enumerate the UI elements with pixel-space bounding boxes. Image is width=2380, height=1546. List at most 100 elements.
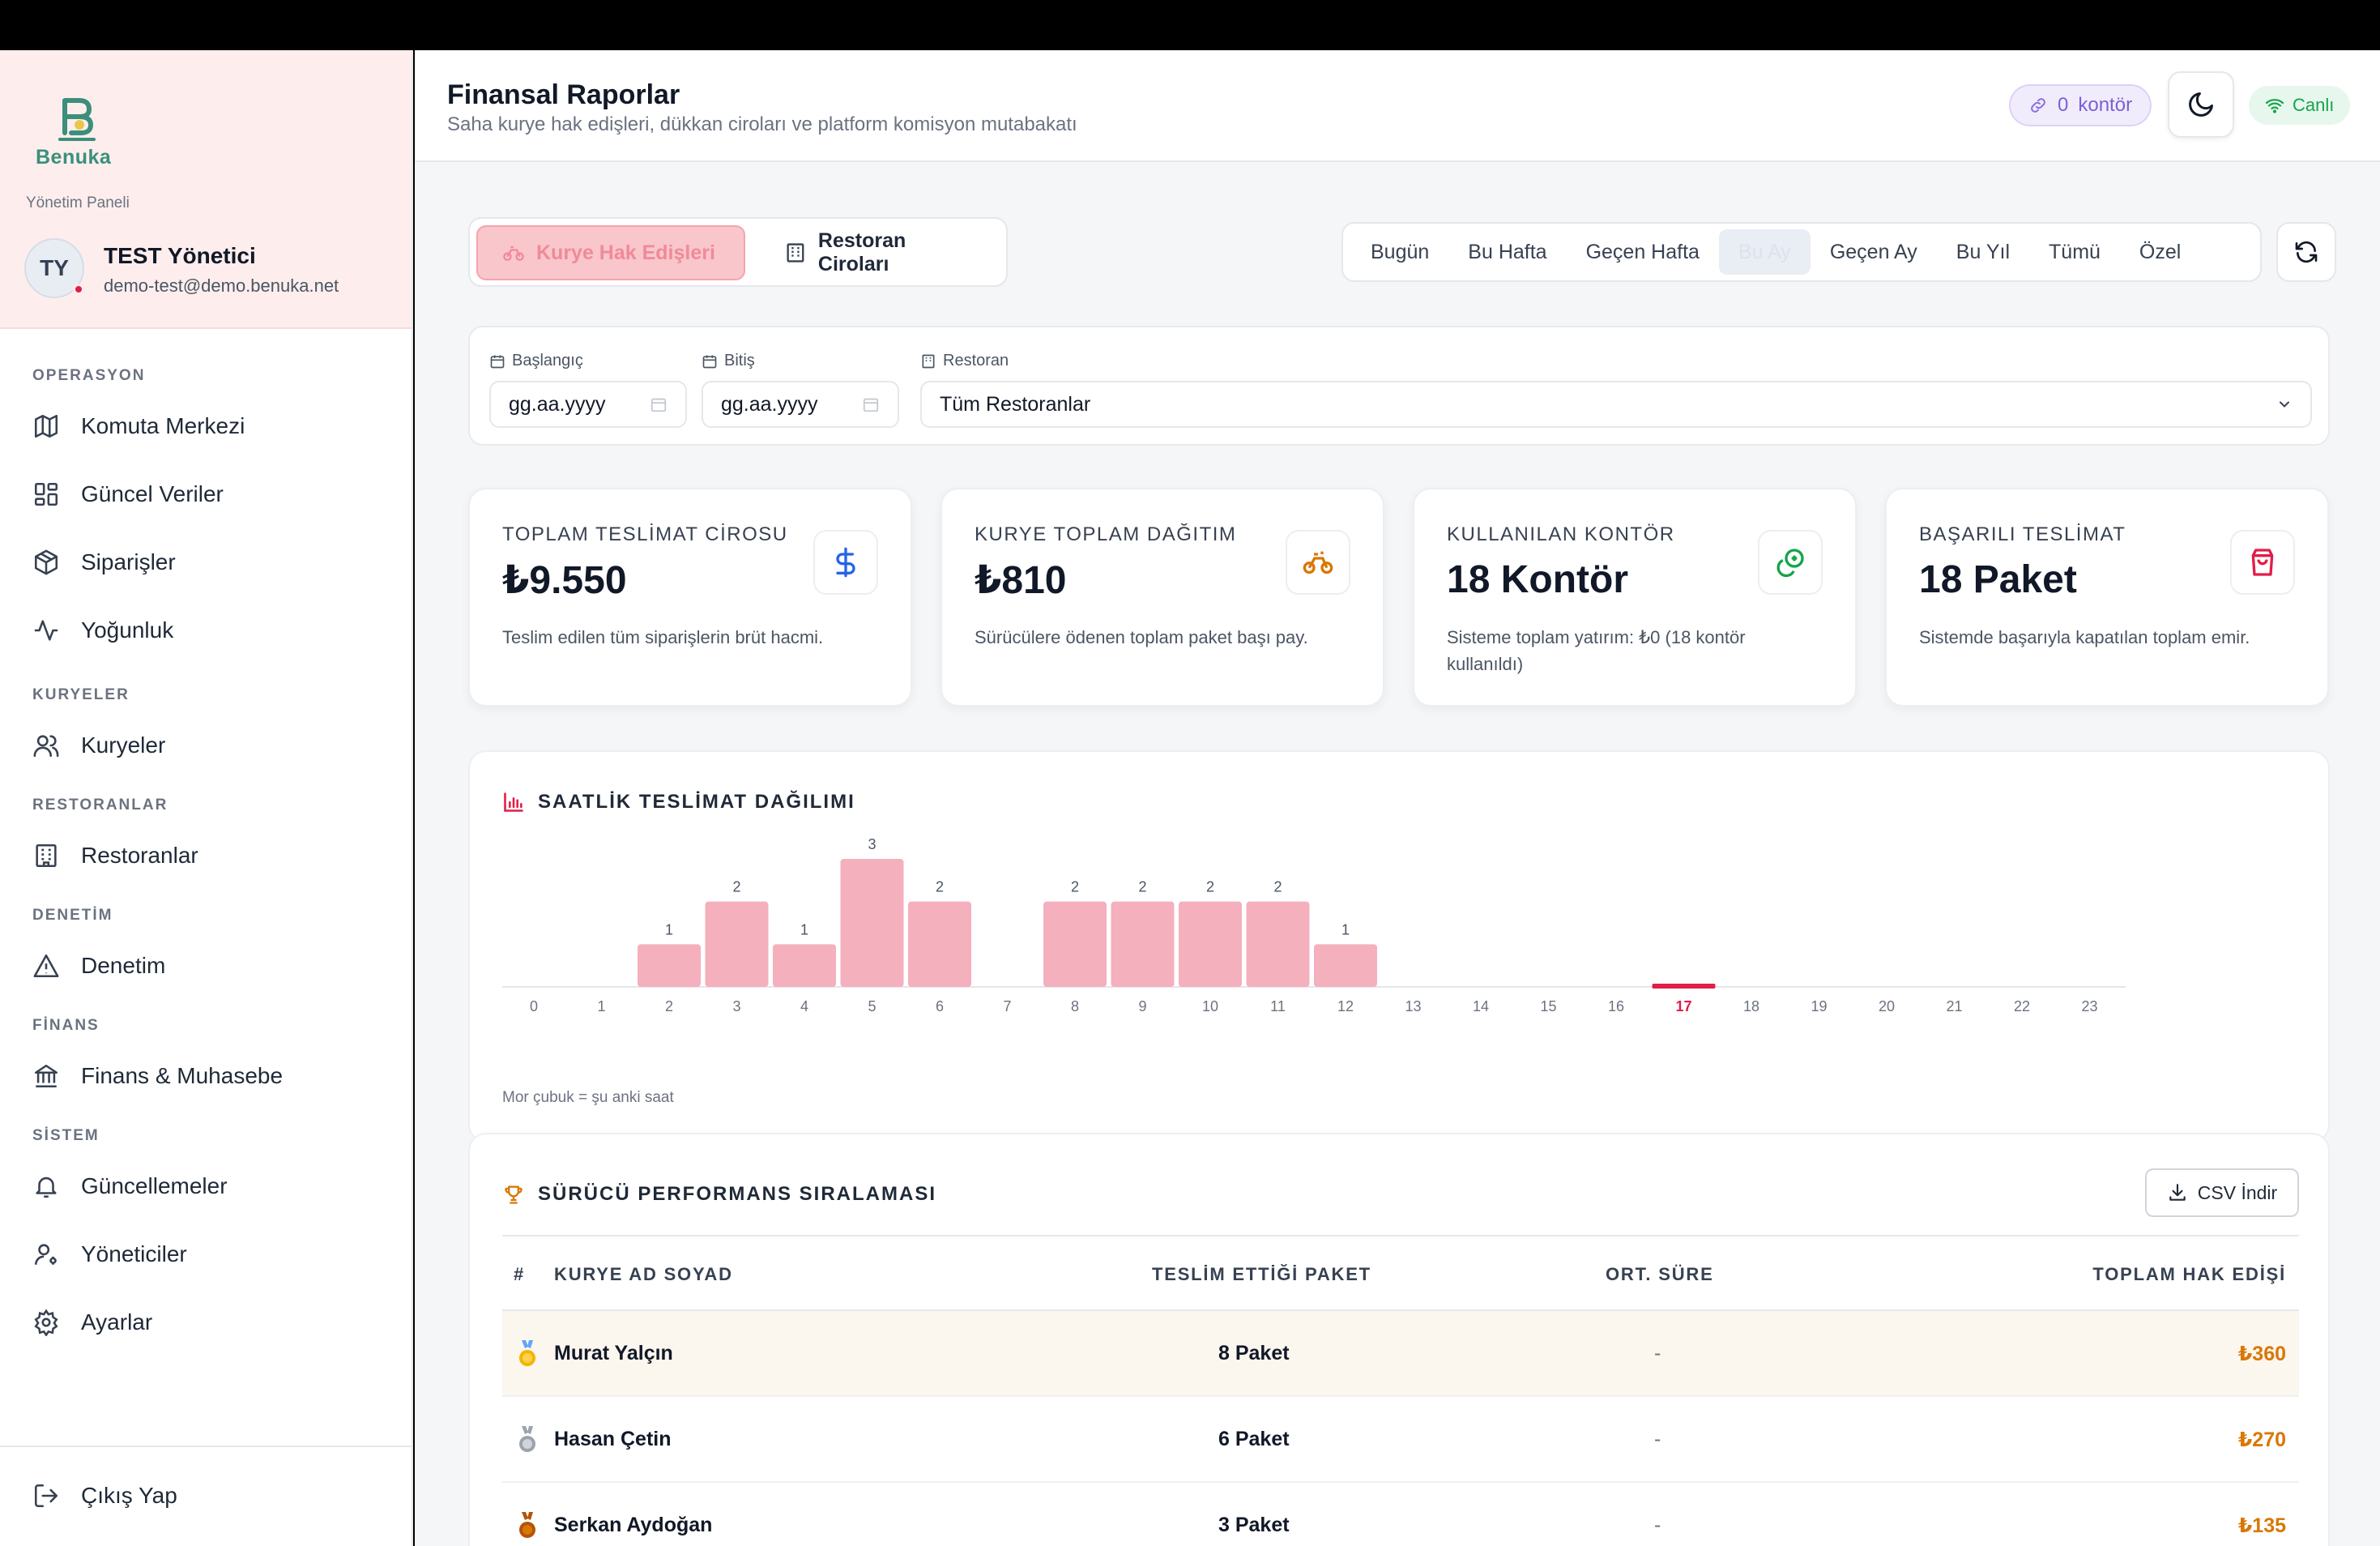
chart-bar[interactable] (638, 944, 701, 987)
bar-chart-icon (504, 792, 523, 812)
table-row[interactable]: Murat Yalçın 8 Paket - ₺360 (502, 1311, 2299, 1397)
table-row[interactable]: Hasan Çetin 6 Paket - ₺270 (502, 1397, 2299, 1483)
chart-tick-label: 15 (1540, 998, 1556, 1014)
avg-time: - (1654, 1342, 1661, 1364)
sidebar-item-label: Güncellemeler (81, 1173, 228, 1198)
refresh-button[interactable] (2276, 222, 2336, 282)
chart-title-text: SAATLİK TESLİMAT DAĞILIMI (538, 791, 855, 813)
period-bu-ay[interactable]: Bu Ay (1718, 229, 1811, 275)
end-date-input[interactable]: gg.aa.yyyy (702, 381, 899, 428)
total-earning: ₺135 (2237, 1514, 2286, 1537)
period-tumu[interactable]: Tümü (2049, 240, 2101, 263)
status-dot (73, 284, 84, 295)
tab-kurye-hak-edisleri[interactable]: Kurye Hak Edişleri (476, 225, 745, 280)
users-icon (33, 735, 59, 758)
sidebar-item-ayarlar[interactable]: Ayarlar (0, 1288, 412, 1356)
sidebar-item-yogunluk[interactable]: Yoğunluk (0, 596, 412, 664)
download-icon (2169, 1184, 2186, 1201)
start-date-input[interactable]: gg.aa.yyyy (489, 381, 687, 428)
gear-icon (34, 1309, 58, 1336)
activity-icon (34, 620, 58, 641)
brand-name: Benuka (36, 146, 112, 169)
chart-tick-label: 18 (1743, 998, 1759, 1014)
chart-data-label: 2 (1071, 879, 1079, 895)
bicycle-icon (1303, 551, 1333, 574)
kontor-badge[interactable]: 0 kontör (2009, 84, 2152, 126)
trophy-icon (505, 1185, 522, 1204)
period-bu-hafta[interactable]: Bu Hafta (1468, 240, 1547, 263)
sidebar-item-denetim[interactable]: Denetim (0, 932, 412, 1000)
chart-bar[interactable] (705, 901, 769, 987)
stat-description: Sürücülere ödenen toplam paket başı pay. (975, 627, 1308, 647)
chevron-down-icon (2280, 401, 2289, 408)
sidebar-item-restoranlar[interactable]: Restoranlar (0, 822, 412, 890)
period-gecen-hafta[interactable]: Geçen Hafta (1585, 240, 1700, 263)
stat-icon-box (2230, 530, 2295, 595)
chart-tick-label: 11 (1270, 998, 1286, 1014)
csv-label: CSV İndir (2197, 1181, 2278, 1203)
bronze-medal-icon (519, 1512, 535, 1538)
avatar[interactable]: TY (24, 238, 84, 298)
period-gecen-ay[interactable]: Geçen Ay (1829, 240, 1917, 263)
label-text: Bitiş (724, 352, 755, 369)
page-subtitle: Saha kurye hak edişleri, dükkan ciroları… (447, 113, 1077, 135)
total-earning: ₺360 (2237, 1343, 2286, 1365)
sidebar-item-yoneticiler[interactable]: Yöneticiler (0, 1220, 412, 1288)
sidebar-item-finans-muhasebe[interactable]: Finans & Muhasebe (0, 1042, 412, 1110)
period-bu-yil[interactable]: Bu Yıl (1956, 240, 2011, 263)
building-icon (922, 354, 935, 368)
panel-label: Yönetim Paneli (26, 194, 130, 211)
theme-toggle-button[interactable] (2168, 71, 2234, 138)
chart-bar[interactable] (1043, 901, 1107, 987)
chart-tick-label: 20 (1879, 998, 1895, 1014)
user-name: TEST Yönetici (104, 243, 256, 268)
logout-label: Çıkış Yap (81, 1483, 177, 1508)
chart-bar[interactable] (773, 944, 836, 987)
period-ozel[interactable]: Özel (2139, 240, 2182, 263)
table-row[interactable]: Serkan Aydoğan 3 Paket - ₺135 (502, 1483, 2299, 1546)
chart-bar[interactable] (840, 859, 904, 987)
dollar-icon (836, 547, 855, 578)
calendar-icon (702, 355, 717, 368)
driver-performance-card: SÜRÜCÜ PERFORMANS SIRALAMASI CSV İndir #… (468, 1133, 2330, 1546)
chart-data-label: 2 (1138, 879, 1146, 895)
chart-data-label: 1 (1341, 921, 1350, 937)
chart-tick-label: 8 (1071, 998, 1079, 1014)
chart-note: Mor çubuk = şu anki saat (502, 1089, 674, 1106)
chart-data-label: 2 (1273, 879, 1282, 895)
period-bugun[interactable]: Bugün (1371, 240, 1430, 263)
total-earning: ₺270 (2237, 1429, 2286, 1451)
chart-bar[interactable] (1246, 901, 1310, 987)
chart-data-label: 3 (868, 836, 876, 852)
csv-download-button[interactable]: CSV İndir (2145, 1168, 2299, 1217)
package-count: 3 Paket (1218, 1514, 1290, 1536)
chart-bar[interactable] (1111, 901, 1175, 987)
sidebar-item-kuryeler[interactable]: Kuryeler (0, 711, 412, 779)
stat-description: Sistemde başarıyla kapatılan toplam emir… (1919, 627, 2250, 647)
select-value: Tüm Restoranlar (940, 392, 1091, 416)
sidebar: Benuka Yönetim Paneli TY TEST Yönetici d… (0, 50, 413, 1546)
sidebar-item-label: Komuta Merkezi (81, 413, 245, 438)
chart-bar[interactable] (1314, 944, 1377, 987)
brand-logo[interactable]: Benuka (36, 97, 125, 170)
chart-tick-label: 4 (800, 998, 808, 1014)
stat-card-kurye-dagitim: KURYE TOPLAM DAĞITIM ₺810 Sürücülere öde… (940, 488, 1384, 707)
tab-restoran-cirolari[interactable]: Restoran Ciroları (760, 225, 1006, 280)
silver-medal-icon (519, 1426, 535, 1452)
sidebar-item-guncellemeler[interactable]: Güncellemeler (0, 1152, 412, 1220)
logout-button[interactable]: Çıkış Yap (0, 1447, 412, 1544)
sidebar-item-guncel-veriler[interactable]: Güncel Veriler (0, 460, 412, 528)
chart-bar[interactable] (1179, 901, 1242, 987)
restaurant-select[interactable]: Tüm Restoranlar (920, 381, 2312, 428)
kontor-label: kontör (2078, 94, 2133, 116)
wifi-icon (2265, 99, 2284, 113)
sidebar-item-siparisler[interactable]: Siparişler (0, 528, 412, 596)
sidebar-item-label: Kuryeler (81, 732, 166, 758)
stat-label: TOPLAM TESLİMAT CİROSU (502, 523, 788, 545)
chart-bar[interactable] (908, 901, 971, 987)
start-date-label: Başlangıç (489, 352, 583, 370)
avg-time: - (1654, 1428, 1661, 1450)
stat-value: ₺810 (975, 559, 1067, 602)
chart-tick-label: 23 (2081, 998, 2097, 1014)
sidebar-item-komuta-merkezi[interactable]: Komuta Merkezi (0, 392, 412, 460)
